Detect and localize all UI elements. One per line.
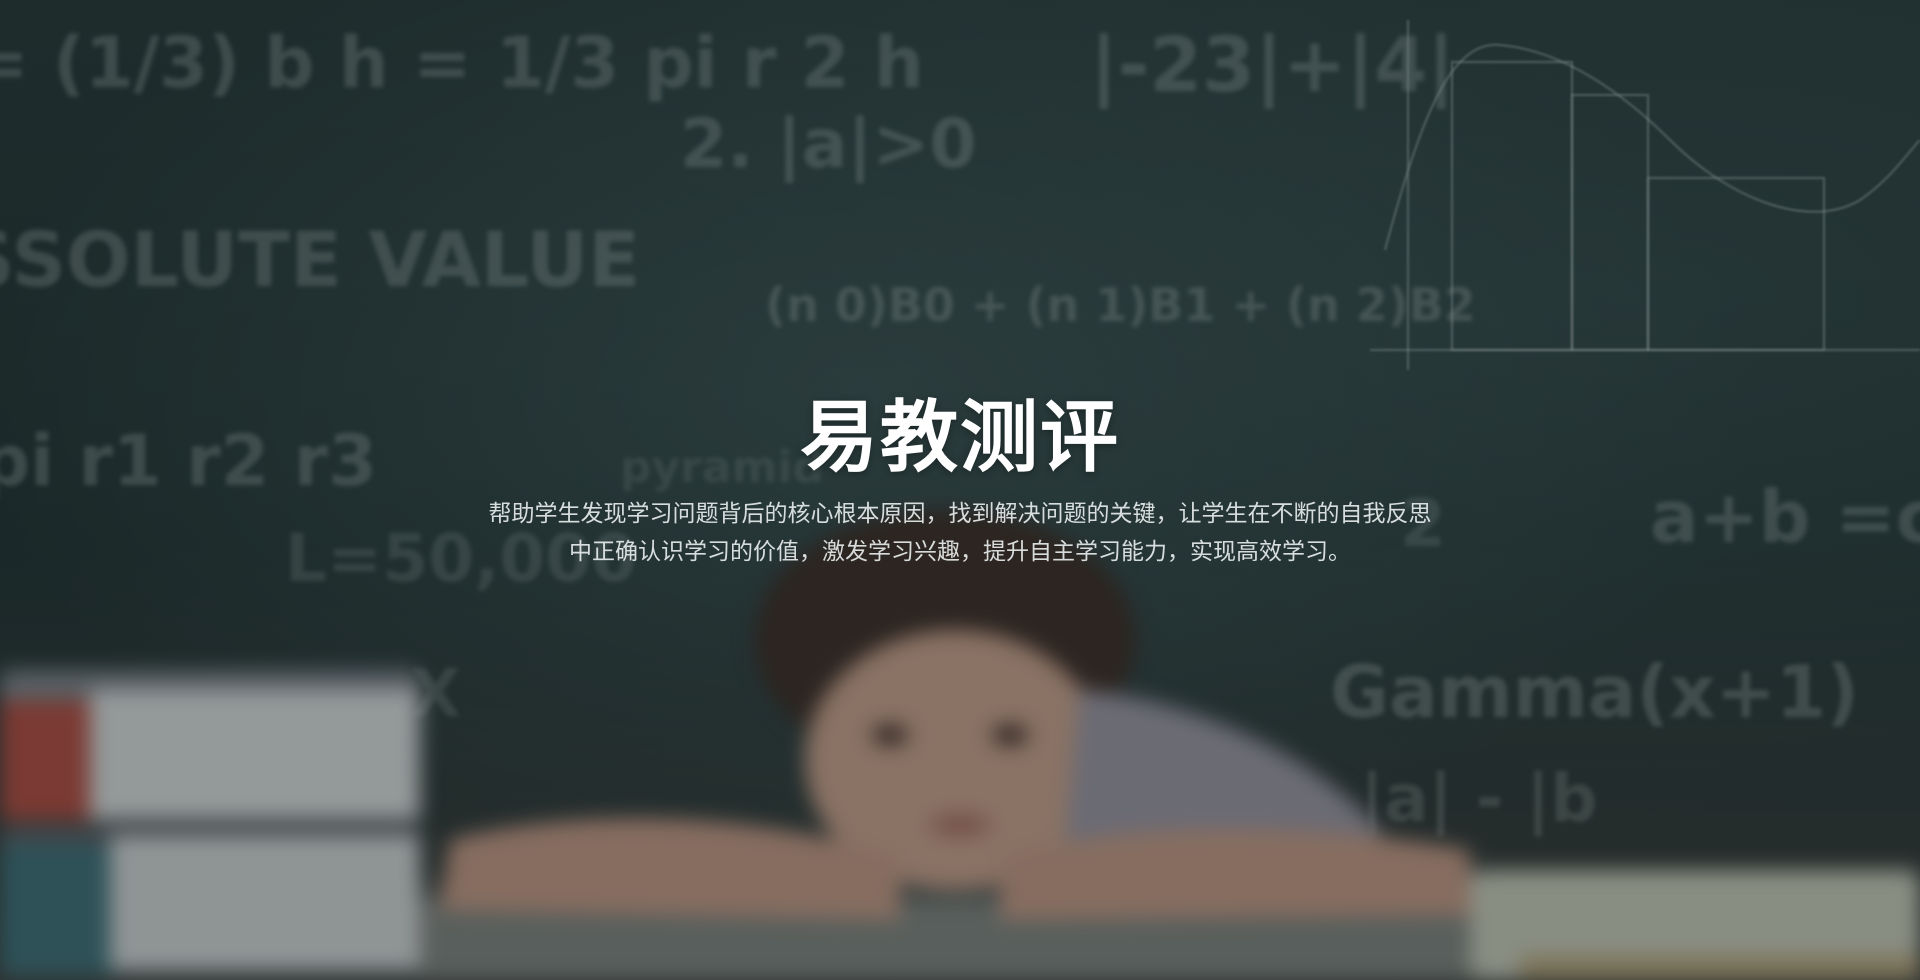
chalk-formula-l: L=50,000 xyxy=(285,520,638,597)
chalk-formula-binomial: (n 0)B0 + (n 1)B1 + (n 2)B2 xyxy=(765,278,1476,332)
chalk-formula-pi: pi r1 r2 r3 xyxy=(0,420,377,502)
hero-title: 易教测评 xyxy=(799,393,1120,483)
chalk-formula-volume: = (1/3) b h = 1/3 pi r 2 h xyxy=(0,22,924,104)
chalk-formula-sum: a+b =c xyxy=(1650,475,1920,559)
hero-description: 帮助学生发现学习问题背后的核心根本原因，找到解决问题的关键，让学生在不断的自我反… xyxy=(488,501,1432,565)
chalk-graph-illustration xyxy=(1370,20,1920,370)
chalk-formula-gamma: Gamma(x+1) xyxy=(1330,650,1859,734)
chalk-formula-abs-diff: |a| - |b xyxy=(1360,760,1598,837)
chalk-absolute-value: SSOLUTE VALUE xyxy=(0,215,641,304)
chalk-formula-abs-positive: 2. |a|>0 xyxy=(680,105,977,184)
chalk-formula-absolute-sum: |-23|+|4| xyxy=(1090,20,1455,109)
chalk-digit-two: 2 xyxy=(1400,485,1446,562)
chalk-word-pyramid: pyramid xyxy=(620,442,824,493)
